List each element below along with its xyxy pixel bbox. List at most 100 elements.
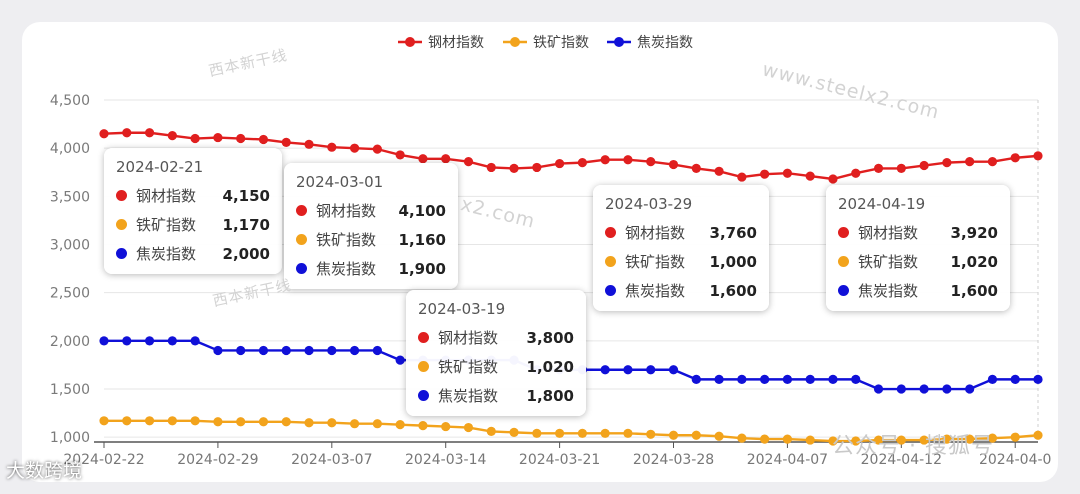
- tooltip-2024-04-19: 2024-04-19 钢材指数 3,920 铁矿指数 1,020 焦炭指数 1,600: [826, 185, 1010, 311]
- data-point: [828, 174, 838, 184]
- data-point: [395, 150, 405, 160]
- data-point: [714, 166, 724, 176]
- data-point: [236, 133, 246, 144]
- data-point: [304, 139, 314, 149]
- tooltip-row: 铁矿指数 1,020: [418, 352, 574, 381]
- tooltip-series-marker: [116, 190, 127, 201]
- tooltip-date: 2024-03-29: [605, 195, 693, 213]
- x-tick-label: 2024-04-07: [747, 452, 828, 468]
- tooltip-series-name: 铁矿指数: [136, 216, 197, 234]
- data-point: [896, 163, 906, 173]
- tooltip-row: 焦炭指数 1,800: [418, 381, 574, 410]
- data-point: [281, 345, 291, 356]
- y-tick-label: 2,500: [50, 286, 90, 302]
- data-point: [99, 416, 109, 426]
- data-point: [281, 137, 291, 147]
- tooltip-series-name: 钢材指数: [136, 187, 197, 205]
- y-tick-label: 3,500: [50, 189, 90, 205]
- data-point: [190, 416, 200, 426]
- data-point: [691, 430, 701, 440]
- tooltip-series-name: 钢材指数: [316, 202, 377, 220]
- data-point: [327, 345, 337, 356]
- data-point: [600, 155, 610, 165]
- tooltip-series-name: 铁矿指数: [625, 253, 686, 271]
- tooltip-row: 钢材指数 4,150: [116, 181, 270, 210]
- y-tick-label: 3,000: [50, 238, 90, 254]
- data-point: [1033, 430, 1043, 440]
- tooltip-series-name: 焦炭指数: [858, 282, 919, 300]
- tooltip-series-name: 焦炭指数: [625, 282, 686, 300]
- tooltip-date: 2024-03-19: [418, 300, 506, 318]
- data-point: [760, 434, 770, 444]
- tooltip-row: 焦炭指数 2,000: [116, 239, 270, 268]
- data-point: [873, 163, 884, 173]
- tooltip-series-name: 焦炭指数: [316, 260, 377, 278]
- tooltip-series-value: 3,920: [950, 223, 998, 242]
- tooltip-series-name: 铁矿指数: [858, 253, 919, 271]
- data-point: [577, 158, 587, 168]
- tooltip-series-value: 1,600: [950, 281, 998, 300]
- data-point: [532, 428, 542, 438]
- data-point: [486, 162, 496, 173]
- legend-marker: [510, 37, 520, 47]
- data-point: [1010, 432, 1020, 442]
- tooltip-row: 钢材指数 3,760: [605, 218, 757, 247]
- tooltip-row: 钢材指数 3,800: [418, 323, 574, 352]
- x-tick-label: 2024-02-22: [63, 452, 144, 468]
- data-point: [760, 374, 770, 384]
- y-tick-label: 2,000: [50, 334, 90, 350]
- data-point: [418, 421, 428, 431]
- legend-label: 钢材指数: [428, 35, 484, 51]
- data-point: [919, 435, 929, 445]
- data-point: [1033, 374, 1043, 384]
- data-point: [851, 168, 861, 178]
- tooltip-series-marker: [838, 227, 849, 238]
- data-point: [805, 374, 815, 384]
- data-point: [167, 336, 177, 346]
- data-point: [167, 416, 177, 426]
- data-point: [873, 435, 884, 445]
- x-tick-label: 2024-03-21: [519, 452, 600, 468]
- tooltip-series-name: 钢材指数: [625, 224, 686, 242]
- tooltip-series-value: 1,600: [709, 281, 757, 300]
- data-point: [577, 428, 587, 438]
- data-point: [167, 131, 177, 141]
- data-point: [372, 419, 382, 429]
- data-point: [99, 336, 109, 346]
- tooltip-series-value: 1,000: [709, 252, 757, 271]
- x-tick-label: 2024-04-12: [861, 452, 942, 468]
- data-point: [532, 162, 542, 173]
- legend-marker: [614, 37, 624, 47]
- tooltip-date: 2024-02-21: [116, 158, 204, 176]
- data-point: [258, 417, 269, 427]
- x-tick-label: 2024-02-29: [177, 452, 258, 468]
- data-point: [1033, 151, 1043, 161]
- data-point: [555, 428, 565, 438]
- tooltip-series-marker: [838, 285, 849, 296]
- tooltip-series-marker: [116, 248, 127, 259]
- tooltip-series-name: 焦炭指数: [136, 245, 197, 263]
- data-point: [349, 345, 360, 356]
- data-point: [896, 384, 906, 394]
- data-point: [144, 416, 155, 426]
- data-point: [623, 155, 633, 165]
- x-tick-label: 2024-03-28: [633, 452, 714, 468]
- watermark-platform: 公众号 · 搜狐号: [832, 434, 994, 459]
- data-point: [851, 374, 861, 384]
- tooltip-2024-02-21: 2024-02-21 钢材指数 4,150 铁矿指数 1,170 焦炭指数 2,000: [104, 148, 282, 274]
- data-point: [942, 158, 952, 168]
- tooltip-series-marker: [418, 332, 429, 343]
- data-point: [987, 157, 998, 167]
- data-point: [805, 435, 815, 445]
- y-tick-label: 1,000: [50, 430, 90, 446]
- data-point: [600, 365, 610, 375]
- data-point: [122, 128, 132, 138]
- data-point: [236, 345, 246, 356]
- data-point: [327, 142, 337, 152]
- tooltip-series-marker: [418, 390, 429, 401]
- tooltip-series-marker: [116, 219, 127, 230]
- data-point: [258, 345, 269, 356]
- data-point: [213, 417, 223, 427]
- data-point: [691, 374, 701, 384]
- tooltip-series-value: 1,020: [526, 357, 574, 376]
